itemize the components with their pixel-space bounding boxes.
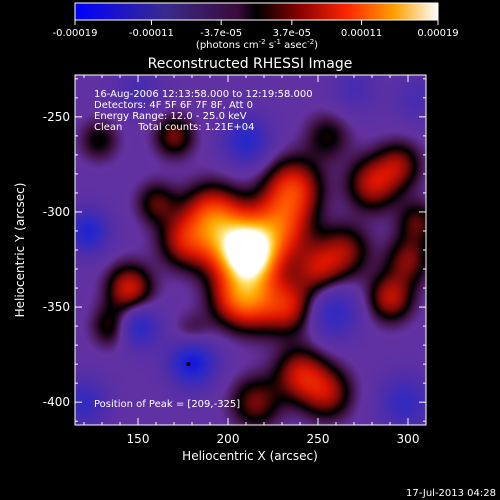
annotation-time-range: 16-Aug-2006 12:13:58.000 to 12:19:58.000: [94, 89, 313, 100]
x-axis-label: Heliocentric X (arcsec): [182, 449, 318, 463]
minimum-marker: [186, 362, 191, 367]
annotation-energy-range: Energy Range: 12.0 - 25.0 keV: [94, 111, 247, 122]
annotation-detectors: Detectors: 4F 5F 6F 7F 8F, Att 0: [94, 100, 253, 111]
colorbar-tick-label: -0.00011: [129, 28, 174, 39]
x-tick-label: 250: [307, 432, 330, 446]
footer-timestamp: 17-Jul-2013 04:28: [406, 488, 496, 499]
peak-position-label: Position of Peak = [209,-325]: [94, 399, 240, 410]
heatmap-canvas: [75, 75, 426, 425]
colorbar-tick-label: -0.00019: [53, 28, 98, 39]
y-tick-label: -350: [43, 300, 70, 314]
chart-title: Reconstructed RHESSI Image: [148, 56, 353, 72]
x-axis: 150 200 250 300: [83, 75, 427, 446]
colorbar: -0.00019 -0.00011 -3.7e-05 3.7e-05 0.00011 0.…: [53, 2, 459, 51]
colorbar-frame: [74, 2, 439, 21]
colorbar-tick-label: 0.00011: [341, 28, 382, 39]
x-tick-label: 200: [217, 432, 240, 446]
colorbar-tick-label: -3.7e-05: [200, 28, 242, 39]
heatmap-image: [75, 75, 426, 425]
colorbar-tick-label: 0.00019: [417, 28, 458, 39]
y-tick-label: -400: [43, 395, 70, 409]
colorbar-unit-label: (photons cm-2 s-1 asec-2): [196, 38, 318, 51]
x-tick-label: 150: [127, 432, 150, 446]
annotations: 16-Aug-2006 12:13:58.000 to 12:19:58.000…: [94, 89, 313, 410]
x-tick-label: 300: [397, 432, 420, 446]
y-axis: -250 -300 -350 -400: [43, 78, 426, 422]
annotation-clean-counts: Clean Total counts: 1.21E+04: [94, 122, 254, 133]
y-tick-label: -250: [43, 110, 70, 124]
colorbar-gradient: [75, 3, 438, 20]
y-tick-label: -300: [43, 205, 70, 219]
colorbar-tick-label: 3.7e-05: [273, 28, 311, 39]
colorbar-ticks: -0.00019 -0.00011 -3.7e-05 3.7e-05 0.00011 0.…: [53, 20, 459, 39]
y-axis-label: Heliocentric Y (arcsec): [13, 183, 27, 318]
